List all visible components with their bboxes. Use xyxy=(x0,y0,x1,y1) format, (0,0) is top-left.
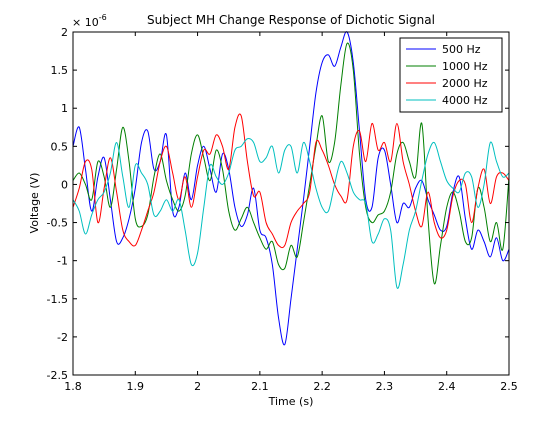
y-tick-label: -2.5 xyxy=(47,369,68,382)
series-line-2 xyxy=(72,113,510,249)
legend-label: 500 Hz xyxy=(442,43,481,56)
x-tick-label: 1.9 xyxy=(127,380,145,393)
x-tick-label: 2.1 xyxy=(251,380,269,393)
series-layer xyxy=(72,31,510,346)
series-line-0 xyxy=(72,31,510,346)
x-tick-label: 2.2 xyxy=(313,380,331,393)
x-tick-label: 2.5 xyxy=(500,380,518,393)
y-exponent-base: × 10 xyxy=(72,16,99,29)
y-tick-label: 1.5 xyxy=(51,64,69,77)
y-tick-label: 0.5 xyxy=(51,140,69,153)
x-axis: 1.8 1.9 2 2.1 2.2 2.3 2.4 2.5 xyxy=(64,32,518,393)
y-tick-label: -0.5 xyxy=(47,217,68,230)
y-exponent-power: -6 xyxy=(99,13,107,22)
y-tick-label: -1.5 xyxy=(47,293,68,306)
y-tick-label: 0 xyxy=(61,178,68,191)
legend: 500 Hz 1000 Hz 2000 Hz 4000 Hz xyxy=(399,37,503,113)
series-line-3 xyxy=(72,138,510,289)
x-tick-label: 2.3 xyxy=(376,380,394,393)
y-tick-label: -1 xyxy=(57,255,68,268)
y-axis-label: Voltage (V) xyxy=(28,173,41,234)
x-tick-label: 1.8 xyxy=(64,380,82,393)
x-tick-label: 2.4 xyxy=(438,380,456,393)
axes-box xyxy=(72,31,510,376)
x-tick-label: 2 xyxy=(194,380,201,393)
legend-label: 4000 Hz xyxy=(442,94,488,107)
legend-label: 1000 Hz xyxy=(442,60,488,73)
y-exponent-label: × 10-6 xyxy=(72,13,107,29)
y-tick-label: 1 xyxy=(61,102,68,115)
legend-label: 2000 Hz xyxy=(442,77,488,90)
x-axis-label: Time (s) xyxy=(268,395,314,408)
chart-title: Subject MH Change Response of Dichotic S… xyxy=(147,13,435,27)
series-line-1 xyxy=(72,42,510,285)
y-tick-label: -2 xyxy=(57,331,68,344)
y-axis: 2 1.5 1 0.5 0 -0.5 -1 -1.5 -2 -2.5 xyxy=(47,26,509,382)
y-tick-label: 2 xyxy=(61,26,68,39)
